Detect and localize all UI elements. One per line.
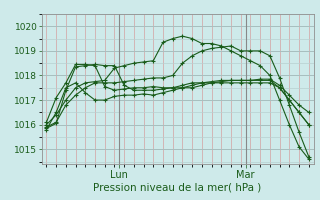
- X-axis label: Pression niveau de la mer( hPa ): Pression niveau de la mer( hPa ): [93, 182, 262, 192]
